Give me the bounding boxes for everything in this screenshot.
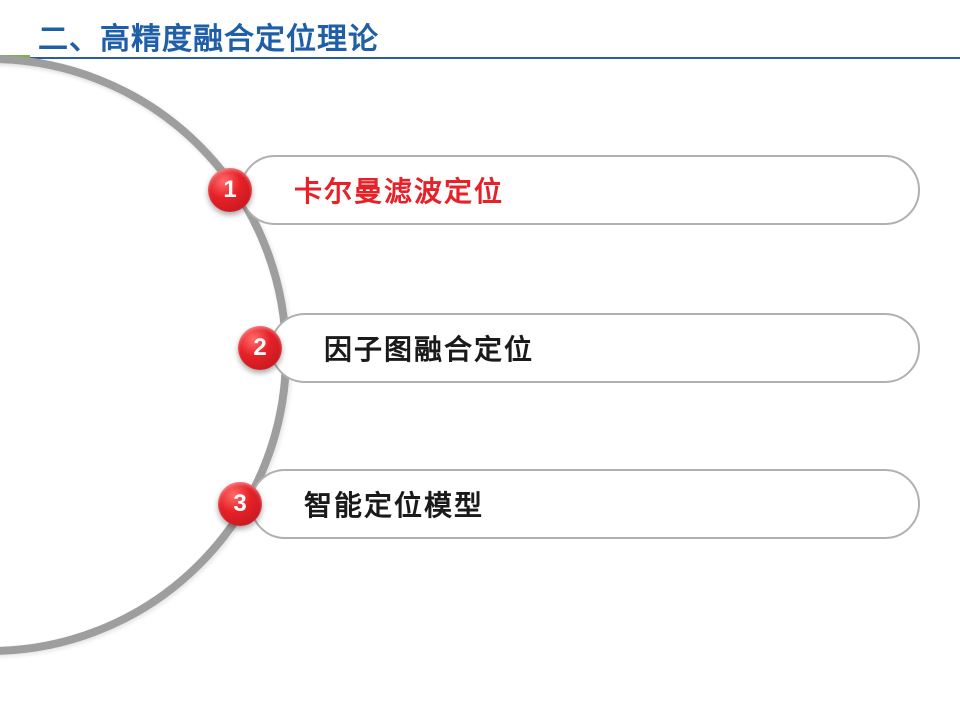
number-badge-1: 1	[208, 168, 252, 212]
list-item-1: 1 卡尔曼滤波定位	[208, 155, 932, 225]
item-label-2: 因子图融合定位	[324, 328, 534, 368]
number-text-1: 1	[223, 176, 236, 204]
pill-3: 智能定位模型	[250, 469, 920, 539]
diagram-container: 1 卡尔曼滤波定位 2 因子图融合定位 3 智能定位模型	[0, 95, 960, 695]
number-badge-3: 3	[218, 482, 262, 526]
item-label-1: 卡尔曼滤波定位	[294, 170, 504, 210]
list-item-3: 3 智能定位模型	[218, 469, 932, 539]
pill-2: 因子图融合定位	[270, 313, 920, 383]
number-badge-2: 2	[238, 326, 282, 370]
number-text-3: 3	[233, 490, 246, 518]
list-item-2: 2 因子图融合定位	[238, 313, 932, 383]
number-text-2: 2	[253, 334, 266, 362]
pill-1: 卡尔曼滤波定位	[240, 155, 920, 225]
slide-header: 二、高精度融合定位理论	[0, 0, 960, 60]
slide-title: 二、高精度融合定位理论	[38, 14, 379, 58]
header-underline	[30, 57, 960, 59]
item-label-3: 智能定位模型	[304, 484, 484, 524]
